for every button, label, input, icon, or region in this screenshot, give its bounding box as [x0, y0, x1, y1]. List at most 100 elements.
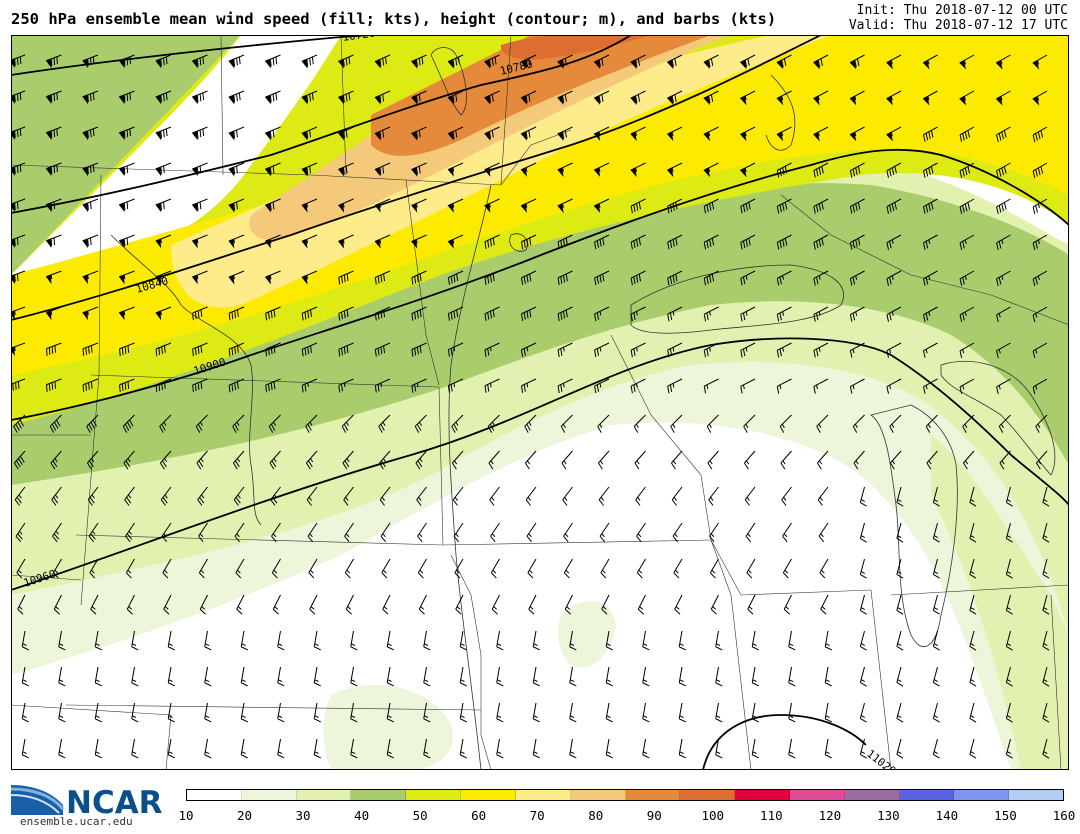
wind-barb	[969, 666, 977, 687]
wind-barb	[633, 414, 646, 433]
wind-barb	[816, 450, 829, 470]
wind-barb	[270, 486, 281, 506]
wind-barb	[745, 522, 756, 543]
wind-barb	[411, 342, 427, 357]
wind-barb	[488, 450, 500, 470]
wind-barb	[58, 630, 66, 651]
wind-barb	[228, 342, 245, 357]
wind-barb	[562, 486, 573, 506]
border-mi-in	[890, 584, 1069, 596]
wind-barb	[374, 90, 391, 105]
wind-barb	[338, 270, 354, 285]
wind-barb	[630, 270, 646, 286]
wind-barb	[886, 342, 902, 358]
wind-barb	[374, 198, 391, 213]
contour-label-10720: 10720	[342, 35, 377, 44]
wind-barb	[634, 450, 646, 470]
wind-barb	[411, 198, 427, 213]
wind-barb	[447, 162, 464, 177]
wind-barb	[849, 306, 865, 322]
border-mn-wi	[610, 334, 712, 541]
wind-barb	[337, 126, 354, 141]
wind-barb	[783, 594, 792, 615]
wind-barb	[824, 738, 832, 759]
wind-barb	[447, 378, 464, 393]
wind-barb	[637, 594, 646, 615]
wind-barb	[1005, 558, 1013, 579]
wind-barb	[58, 738, 66, 759]
wind-barb	[308, 558, 318, 579]
border-on-mb	[500, 35, 512, 186]
wind-barb	[594, 234, 610, 250]
wind-barb	[161, 522, 172, 543]
wind-barb	[630, 90, 646, 106]
wind-barb	[118, 306, 135, 321]
wind-barb	[922, 198, 938, 214]
wind-barb	[484, 234, 500, 249]
wind-barb	[265, 306, 281, 321]
map-title: 250 hPa ensemble mean wind speed (fill; …	[11, 10, 777, 28]
wind-barb	[337, 234, 354, 249]
wind-barb	[557, 126, 573, 141]
colorbar-tick-label: 10	[178, 808, 194, 823]
wind-barb	[636, 558, 646, 579]
ensemble-url[interactable]: ensemble.ucar.edu	[20, 815, 133, 828]
wind-barb	[484, 306, 500, 321]
map-svg: 10720 10780 10840 10900 10960 11020	[11, 35, 1069, 770]
wind-barb	[642, 738, 650, 759]
lake-winnipeg	[430, 47, 467, 116]
wind-barb	[740, 234, 756, 250]
map-panel[interactable]: 10720 10780 10840 10900 10960 11020	[11, 35, 1069, 770]
wind-barb	[45, 306, 62, 321]
wind-barb	[996, 306, 1011, 323]
wind-barb	[969, 630, 977, 651]
wind-barb	[235, 558, 245, 579]
wind-barb	[859, 630, 867, 651]
wind-barb	[269, 450, 281, 470]
colorbar-tick-label: 30	[295, 808, 311, 823]
wind-barb	[896, 702, 904, 723]
wind-barb	[813, 54, 829, 70]
colorbar-tick-label: 100	[701, 808, 725, 823]
wind-barb	[350, 702, 358, 723]
wind-barb	[345, 594, 354, 615]
colorbar-tick-label: 40	[354, 808, 370, 823]
wind-barb	[751, 738, 759, 759]
wind-barb	[45, 234, 62, 249]
wind-barb	[532, 666, 540, 687]
wind-barb	[204, 666, 212, 687]
wind-barb	[411, 306, 427, 321]
wind-barb	[21, 738, 29, 759]
wind-barb	[1042, 666, 1050, 687]
wind-barb	[532, 702, 540, 723]
wind-barb	[338, 378, 354, 393]
wind-barb	[277, 630, 285, 651]
wind-barb	[630, 126, 646, 142]
wind-barb	[82, 198, 99, 213]
wind-barb	[708, 486, 719, 506]
wind-barb	[53, 594, 62, 615]
wind-barb	[886, 54, 902, 70]
border-sd-mn	[438, 386, 444, 546]
wind-barb	[896, 666, 904, 687]
wind-barb	[155, 306, 172, 321]
wind-barb	[959, 378, 975, 394]
wind-barb	[520, 198, 537, 213]
wind-barb	[776, 378, 792, 394]
init-time: Init: Thu 2018-07-12 00 UTC	[856, 3, 1068, 18]
wind-barb	[228, 306, 245, 321]
wind-barb	[776, 162, 792, 178]
wind-barb	[199, 594, 208, 615]
wind-barb	[672, 522, 683, 543]
wind-barb	[496, 630, 504, 651]
wind-barb	[1032, 378, 1048, 395]
wind-barb	[155, 234, 172, 249]
wind-barb	[996, 126, 1011, 143]
wind-barb	[167, 738, 175, 759]
wind-barb	[459, 738, 467, 759]
wind-barb	[306, 486, 318, 506]
wind-barb	[667, 306, 683, 322]
wind-barb	[418, 594, 427, 615]
wind-barb	[922, 342, 938, 358]
wind-barb	[455, 594, 464, 615]
